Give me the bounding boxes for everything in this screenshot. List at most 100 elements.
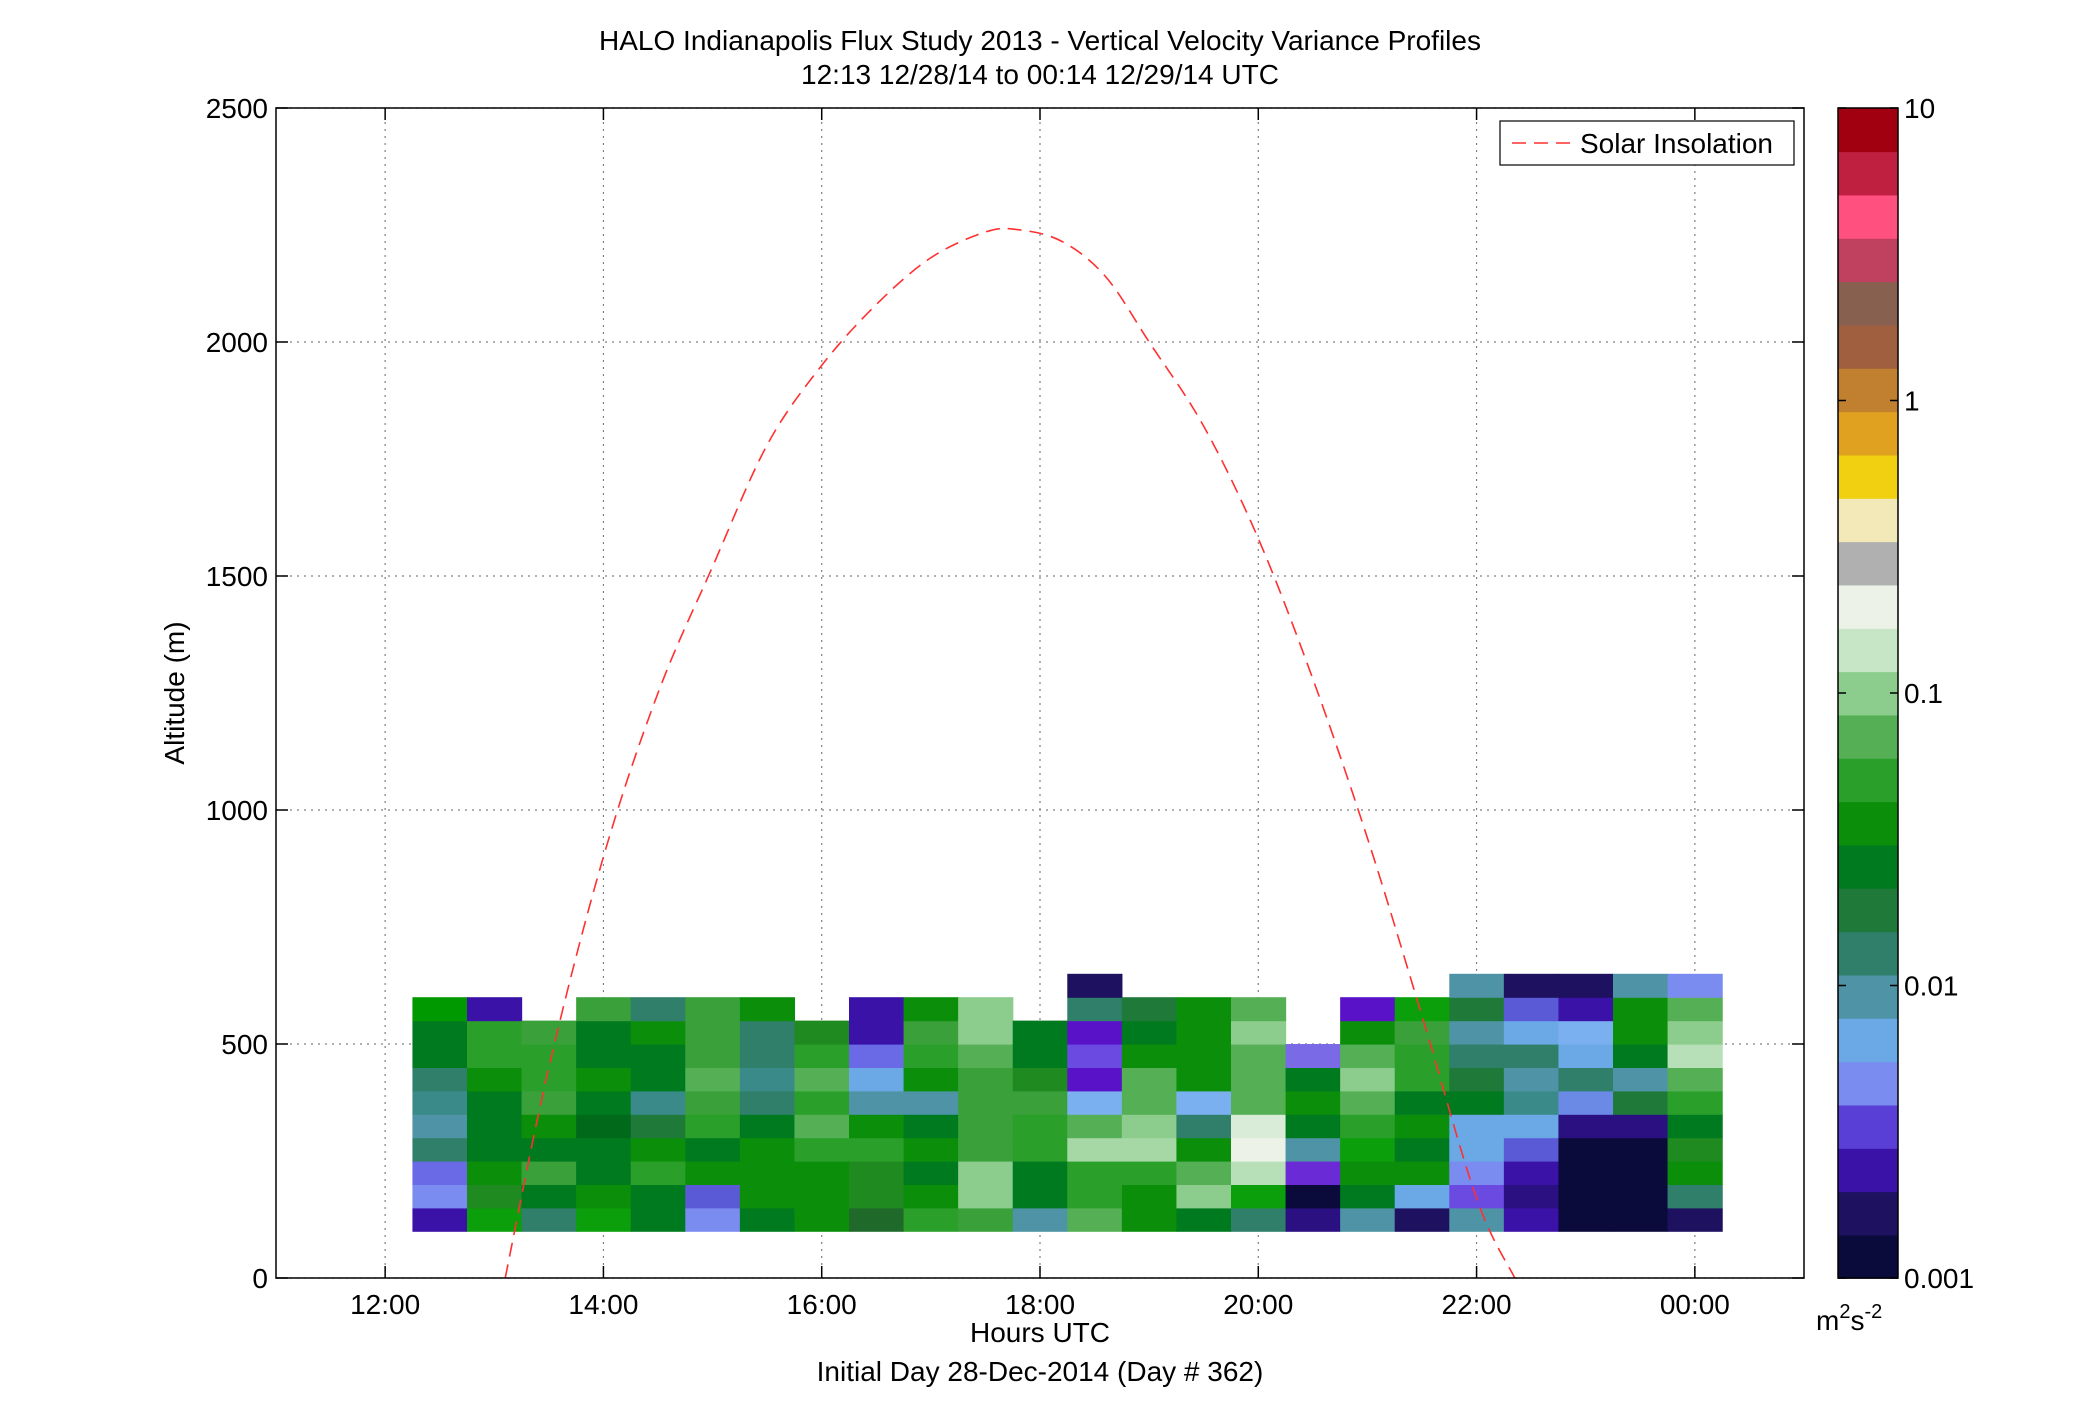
heatmap-cell — [412, 1137, 468, 1162]
heatmap-cell — [1285, 1090, 1341, 1115]
heatmap-cell — [1449, 1020, 1505, 1045]
heatmap-cell — [412, 1090, 468, 1115]
colorbar-segment — [1838, 454, 1898, 499]
heatmap-cell — [630, 1067, 686, 1092]
heatmap-cell — [1121, 1020, 1178, 1045]
colorbar-segment — [1838, 801, 1898, 846]
y-tick-label: 0 — [252, 1263, 268, 1294]
heatmap-cell — [685, 1161, 741, 1185]
heatmap-cell — [1503, 1207, 1560, 1232]
heatmap-cell — [849, 1090, 905, 1115]
x-tick-label: 20:00 — [1223, 1289, 1293, 1320]
colorbar-segment — [1838, 1018, 1898, 1063]
heatmap-cell — [685, 1184, 741, 1209]
heatmap-cell — [1121, 1090, 1178, 1115]
heatmap-cell — [1121, 1137, 1178, 1162]
heatmap-cell — [1558, 1067, 1614, 1092]
heatmap-cell — [467, 1067, 523, 1092]
heatmap-cell — [1449, 1067, 1505, 1092]
heatmap-cell — [576, 1184, 632, 1209]
heatmap-cell — [1176, 1137, 1232, 1162]
heatmap-cell — [1503, 1184, 1560, 1209]
chart-title: HALO Indianapolis Flux Study 2013 - Vert… — [599, 25, 1481, 56]
heatmap-cell — [576, 1207, 632, 1232]
heatmap-cell — [521, 1207, 577, 1232]
heatmap-cell — [1231, 1020, 1287, 1045]
heatmap-cell — [1067, 1184, 1123, 1209]
heatmap-cell — [739, 1161, 796, 1185]
heatmap-cell — [1067, 1161, 1123, 1185]
heatmap-cell — [1613, 1137, 1669, 1162]
heatmap-cell — [794, 1161, 850, 1185]
heatmap-cell — [1558, 1044, 1614, 1068]
heatmap-cell — [739, 997, 796, 1022]
x-tick-label: 16:00 — [787, 1289, 857, 1320]
heatmap-cell — [849, 1044, 905, 1068]
heatmap-cell — [1340, 1020, 1396, 1045]
heatmap-cell — [576, 1020, 632, 1045]
colorbar-segment — [1838, 411, 1898, 456]
heatmap-cell — [739, 1114, 796, 1139]
heatmap-cell — [1503, 1114, 1560, 1139]
heatmap-cell — [958, 997, 1014, 1022]
heatmap-cell — [1067, 1137, 1123, 1162]
heatmap-cell — [630, 997, 686, 1022]
heatmap-cell — [1231, 1090, 1287, 1115]
heatmap-cell — [685, 1067, 741, 1092]
heatmap-cell — [1613, 997, 1669, 1022]
heatmap-cell — [576, 1067, 632, 1092]
heatmap-cell — [958, 1090, 1014, 1115]
heatmap-cell — [739, 1137, 796, 1162]
heatmap-cell — [903, 1114, 959, 1139]
heatmap-cell — [1613, 973, 1669, 998]
colorbar-segment — [1838, 281, 1898, 326]
heatmap-cell — [1449, 1207, 1505, 1232]
colorbar-unit-base: m — [1816, 1305, 1839, 1336]
heatmap-cell — [630, 1207, 686, 1232]
heatmap-cell — [1231, 1114, 1287, 1139]
heatmap-cell — [739, 1044, 796, 1068]
heatmap-cell — [794, 1044, 850, 1068]
heatmap-cell — [1340, 1114, 1396, 1139]
y-tick-label: 2000 — [206, 327, 268, 358]
y-axis-label: Altitude (m) — [159, 621, 190, 764]
heatmap-cell — [1012, 1067, 1068, 1092]
colorbar-segment — [1838, 541, 1898, 586]
colorbar-segment — [1838, 498, 1898, 543]
heatmap-cell — [521, 1114, 577, 1139]
heatmap-cell — [521, 1137, 577, 1162]
heatmap-cell — [1176, 1114, 1232, 1139]
heatmap-cell — [794, 1184, 850, 1209]
heatmap-cell — [1503, 1044, 1560, 1068]
heatmap-cell — [1558, 1207, 1614, 1232]
heatmap-cell — [1667, 1184, 1723, 1209]
colorbar-segment — [1838, 238, 1898, 283]
heatmap-cell — [794, 1067, 850, 1092]
heatmap-cell — [1067, 1114, 1123, 1139]
heatmap-cell — [1121, 1161, 1178, 1185]
heatmap-cell — [849, 1161, 905, 1185]
heatmap-cell — [1012, 1207, 1068, 1232]
heatmap-cell — [1449, 1044, 1505, 1068]
heatmap-cell — [849, 1184, 905, 1209]
heatmap-cell — [1449, 997, 1505, 1022]
heatmap-cell — [630, 1044, 686, 1068]
heatmap-cell — [1503, 1161, 1560, 1185]
heatmap-cell — [1667, 997, 1723, 1022]
heatmap-cell — [1067, 973, 1123, 998]
colorbar-unit-mid: s — [1850, 1305, 1864, 1336]
heatmap-cell — [1231, 997, 1287, 1022]
heatmap-cell — [521, 1067, 577, 1092]
heatmap-cell — [1449, 1114, 1505, 1139]
heatmap-cell — [1285, 1184, 1341, 1209]
heatmap-cell — [467, 1137, 523, 1162]
heatmap-cell — [412, 1044, 468, 1068]
heatmap-cell — [1012, 1020, 1068, 1045]
heatmap-cell — [903, 1020, 959, 1045]
heatmap-cell — [1667, 1207, 1723, 1232]
heatmap-cell — [412, 1114, 468, 1139]
heatmap-cell — [1667, 973, 1723, 998]
colorbar-segment — [1838, 1104, 1898, 1149]
heatmap-cell — [412, 1161, 468, 1185]
heatmap-cell — [1449, 1161, 1505, 1185]
